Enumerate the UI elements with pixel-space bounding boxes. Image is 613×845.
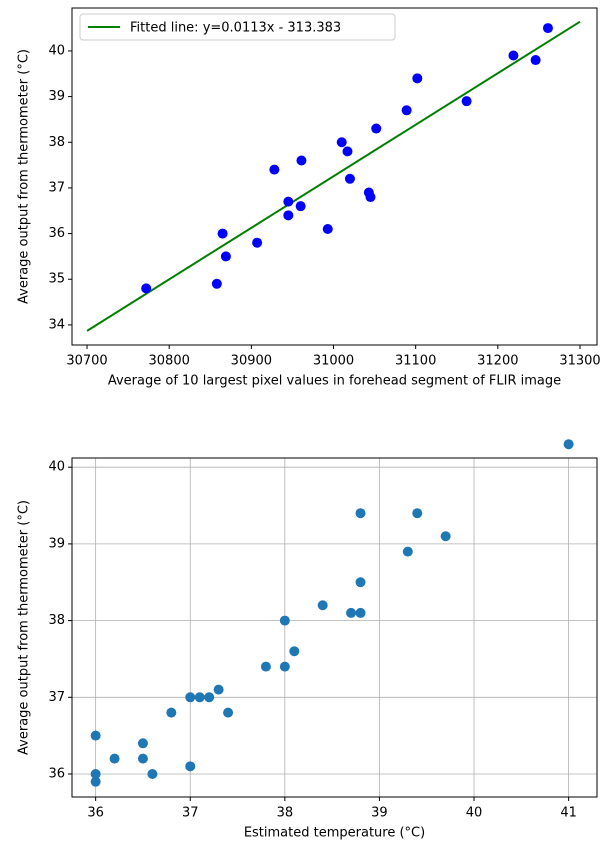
point [563, 439, 574, 450]
x-tick-label: 36 [87, 806, 104, 821]
point [147, 768, 158, 779]
point [355, 508, 366, 519]
point [90, 776, 101, 787]
y-axis-label: Average output from thermometer (°C) [17, 500, 32, 755]
y-tick-label: 39 [48, 536, 65, 551]
point [412, 73, 423, 84]
point [289, 646, 300, 657]
x-tick-label: 30800 [149, 354, 190, 369]
point [461, 96, 472, 107]
y-tick-label: 37 [48, 690, 65, 705]
point [542, 23, 553, 34]
point [211, 278, 222, 289]
point [213, 684, 224, 695]
x-axis-label: Estimated temperature (°C) [244, 826, 425, 841]
y-tick-label: 37 [48, 180, 65, 195]
x-tick-label: 40 [466, 806, 483, 821]
point [402, 546, 413, 557]
legend-box [79, 13, 396, 41]
point [166, 707, 177, 718]
x-tick-label: 39 [371, 806, 388, 821]
x-tick-label: 31300 [559, 354, 600, 369]
point [412, 508, 423, 519]
point [260, 661, 271, 672]
axes-frame [71, 7, 598, 346]
point [252, 237, 263, 248]
point [440, 531, 451, 542]
point [185, 692, 196, 703]
y-tick-label: 38 [48, 613, 65, 628]
point [194, 692, 205, 703]
y-axis-label: Average output from thermometer (°C) [17, 49, 32, 304]
y-tick-label: 38 [48, 135, 65, 150]
y-tick-label: 36 [48, 226, 65, 241]
point [401, 105, 412, 116]
point [283, 196, 294, 207]
point [365, 192, 376, 203]
y-tick-label: 40 [48, 460, 65, 475]
point [279, 615, 290, 626]
point [371, 123, 382, 134]
point [185, 761, 196, 772]
x-tick-label: 38 [277, 806, 294, 821]
point [223, 707, 234, 718]
y-tick-label: 35 [48, 272, 65, 287]
x-tick-label: 31000 [313, 354, 354, 369]
x-tick-label: 31200 [477, 354, 518, 369]
point [344, 173, 355, 184]
point [530, 55, 541, 66]
point [90, 768, 101, 779]
y-tick-label: 39 [48, 89, 65, 104]
point [90, 730, 101, 741]
x-tick-label: 30900 [231, 354, 272, 369]
point [109, 753, 120, 764]
point [141, 283, 152, 294]
point [137, 753, 148, 764]
x-tick-label: 31100 [395, 354, 436, 369]
point [322, 224, 333, 235]
point [204, 692, 215, 703]
x-tick-label: 30700 [66, 354, 107, 369]
x-tick-label: 41 [560, 806, 577, 821]
legend-label: Fitted line: y=0.0113x - 313.383 [130, 21, 341, 36]
fit-line [86, 20, 581, 332]
y-tick-label: 40 [48, 43, 65, 58]
point [336, 137, 347, 148]
point [279, 661, 290, 672]
y-tick-label: 34 [48, 317, 65, 332]
point [346, 607, 357, 618]
point [137, 738, 148, 749]
point [269, 164, 280, 175]
point [283, 210, 294, 221]
x-tick-label: 37 [182, 806, 199, 821]
point [355, 607, 366, 618]
point [217, 228, 228, 239]
axes-frame [71, 457, 598, 798]
point [355, 577, 366, 588]
point [508, 50, 519, 61]
point [342, 146, 353, 157]
point [295, 201, 306, 212]
point [220, 251, 231, 262]
point [296, 155, 307, 166]
y-tick-label: 36 [48, 766, 65, 781]
point [317, 600, 328, 611]
x-axis-label: Average of 10 largest pixel values in fo… [108, 374, 561, 389]
